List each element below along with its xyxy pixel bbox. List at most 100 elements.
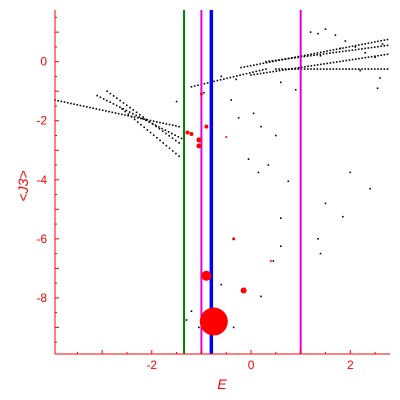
- data-point: [354, 46, 357, 48]
- band-point: [377, 45, 379, 48]
- x-tick-label: 2: [347, 358, 354, 372]
- band-point: [190, 85, 193, 88]
- band-point: [287, 57, 290, 60]
- band-point: [152, 134, 155, 136]
- band-point: [124, 114, 126, 116]
- band-point: [226, 77, 228, 80]
- band-point: [95, 108, 98, 110]
- band-point: [66, 101, 69, 104]
- band-point: [223, 78, 225, 80]
- band-point: [386, 53, 389, 56]
- band-point: [380, 68, 382, 70]
- band-point: [310, 68, 312, 70]
- band-point: [92, 107, 94, 110]
- band-point: [168, 123, 171, 126]
- band-point: [213, 80, 215, 83]
- band-point: [168, 135, 171, 137]
- band-point: [132, 112, 134, 115]
- band-point: [180, 137, 183, 140]
- band-point: [152, 123, 154, 125]
- data-point: [272, 260, 275, 262]
- band-point: [377, 54, 379, 57]
- band-point: [354, 58, 357, 60]
- band-point: [307, 65, 309, 68]
- band-point: [203, 82, 206, 85]
- band-point: [342, 68, 344, 70]
- band-point: [82, 105, 85, 107]
- data-point: [260, 125, 262, 128]
- band-point: [297, 68, 299, 70]
- band-point: [354, 68, 357, 70]
- band-point: [171, 150, 174, 152]
- band-point: [175, 152, 177, 155]
- band-point: [121, 113, 123, 116]
- band-point: [219, 79, 222, 81]
- band-point: [329, 62, 332, 64]
- band-point: [239, 74, 241, 77]
- band-point: [240, 66, 242, 69]
- band-point: [116, 97, 118, 100]
- band-point: [140, 117, 142, 120]
- data-point: [324, 28, 327, 30]
- band-point: [57, 99, 59, 102]
- band-point: [60, 100, 63, 103]
- highlight-point: [185, 130, 190, 135]
- band-point: [243, 66, 246, 68]
- data-point: [324, 202, 327, 205]
- band-point: [329, 68, 331, 70]
- band-point: [130, 115, 133, 118]
- band-point: [79, 104, 82, 107]
- data-point: [175, 100, 178, 103]
- band-point: [63, 101, 66, 103]
- band-point: [229, 76, 232, 79]
- band-point: [364, 56, 367, 59]
- data-point: [280, 245, 282, 248]
- band-point: [275, 70, 278, 72]
- band-point: [165, 123, 168, 125]
- data-point: [190, 310, 193, 312]
- data-point: [203, 91, 205, 94]
- band-point: [154, 124, 157, 127]
- band-point: [329, 49, 332, 52]
- data-point: [334, 34, 337, 36]
- band-point: [253, 64, 255, 66]
- band-point: [256, 73, 259, 75]
- highlight-point: [232, 237, 236, 241]
- y-tick-label: -4: [36, 173, 47, 187]
- data-point: [247, 158, 250, 160]
- band-point: [206, 82, 209, 84]
- data-point: [232, 326, 235, 329]
- band-point: [319, 68, 322, 70]
- band-point: [377, 40, 379, 43]
- data-point: [220, 75, 223, 78]
- band-point: [301, 66, 303, 69]
- data-point: [287, 180, 290, 183]
- band-point: [143, 118, 145, 120]
- band-point: [313, 54, 315, 57]
- highlight-point: [199, 92, 203, 96]
- band-point: [109, 101, 111, 104]
- band-point: [143, 126, 145, 129]
- band-point: [306, 55, 309, 57]
- band-point: [268, 61, 271, 63]
- band-point: [266, 71, 268, 74]
- data-point: [267, 164, 270, 166]
- highlight-point: [201, 270, 212, 281]
- band-point: [167, 131, 170, 133]
- band-point: [161, 127, 163, 130]
- band-point: [386, 38, 389, 41]
- band-point: [112, 103, 115, 105]
- band-point: [125, 104, 128, 107]
- band-point: [73, 103, 75, 105]
- band-point: [161, 130, 164, 132]
- band-point: [345, 59, 348, 62]
- band-point: [268, 60, 270, 63]
- band-point: [108, 110, 110, 113]
- band-point: [70, 102, 72, 105]
- band-point: [374, 55, 376, 58]
- band-point: [119, 99, 121, 102]
- band-point: [135, 114, 137, 117]
- band-point: [383, 68, 386, 70]
- band-point: [361, 48, 363, 50]
- data-point: [364, 52, 366, 54]
